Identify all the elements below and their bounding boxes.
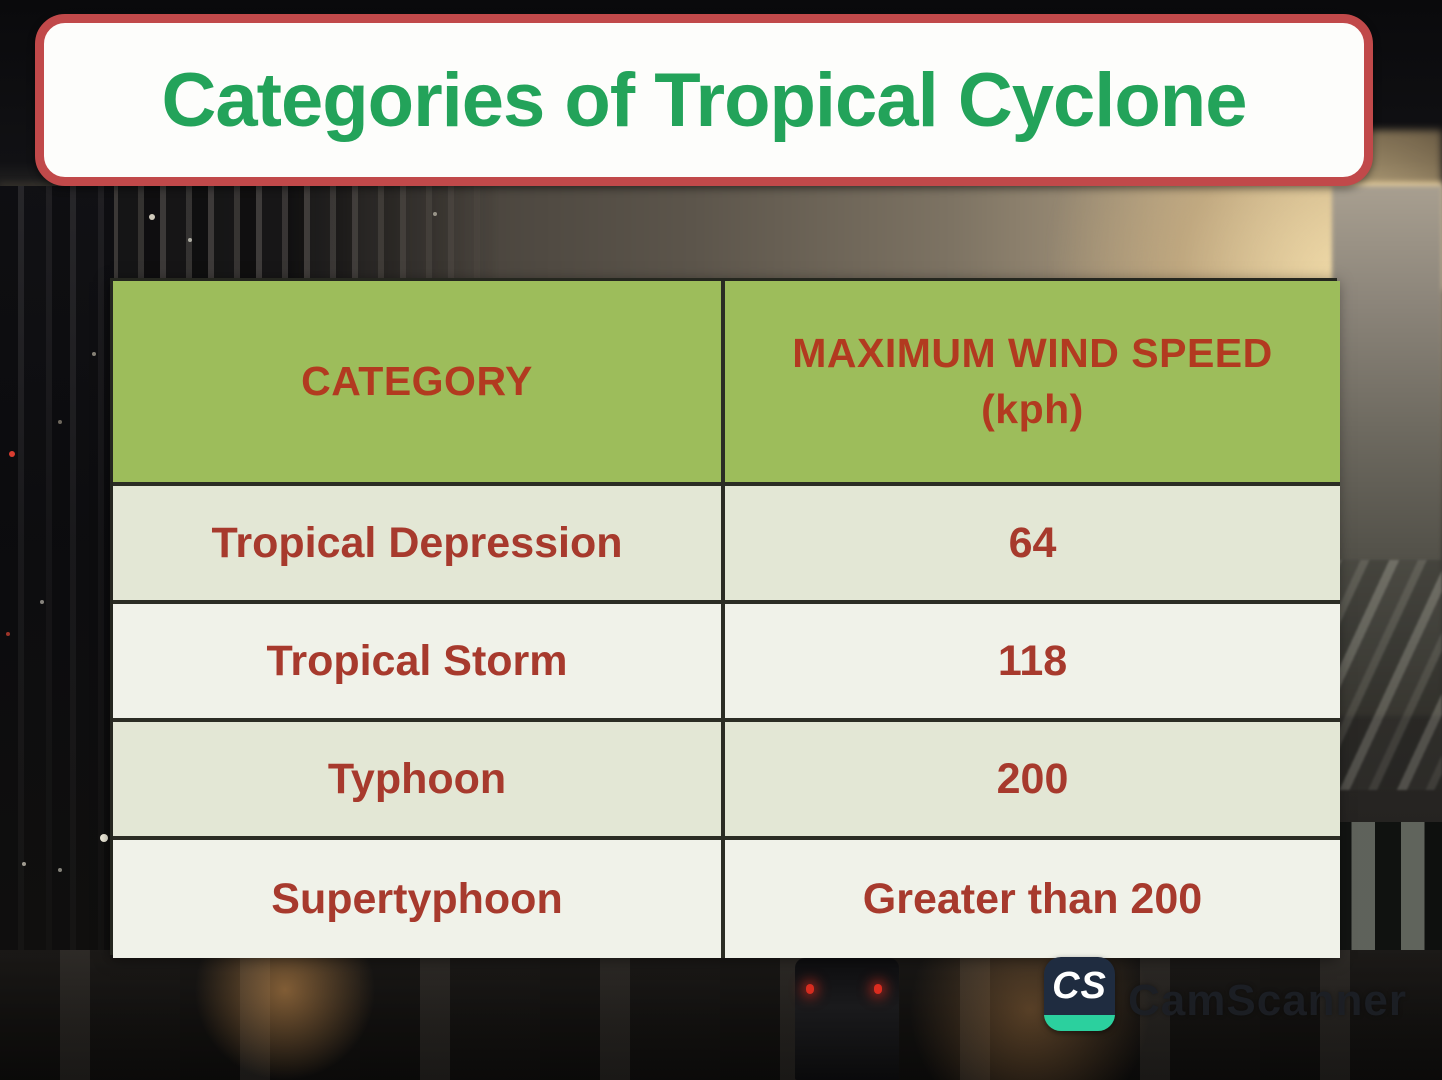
column-header-wind-speed-line2: (kph) <box>981 385 1084 432</box>
column-header-category-label: CATEGORY <box>301 357 533 404</box>
background-window-lights <box>0 0 4 4</box>
table-row-category: Supertyphoon <box>113 840 725 958</box>
table-row-category: Typhoon <box>113 722 725 840</box>
speed-cell: 118 <box>997 636 1068 685</box>
background-buildings-left <box>0 186 114 964</box>
camscanner-logo-icon: CS <box>1044 957 1115 1031</box>
category-cell: Tropical Storm <box>266 636 568 685</box>
page-title: Categories of Tropical Cyclone <box>161 57 1248 143</box>
background-taillights <box>806 984 814 994</box>
background-fog-right <box>1332 186 1442 716</box>
camscanner-logo-letters: CS <box>1052 964 1107 1007</box>
camscanner-logo-strip <box>1044 1015 1115 1031</box>
speed-cell: 64 <box>1008 518 1057 567</box>
column-header-wind-speed-line1: MAXIMUM WIND SPEED <box>792 330 1273 377</box>
speed-cell: Greater than 200 <box>862 874 1203 923</box>
table-row-category: Tropical Storm <box>113 604 725 722</box>
camscanner-watermark-text: CamScanner <box>1128 976 1408 1025</box>
category-cell: Typhoon <box>327 754 507 803</box>
table-row-speed: 118 <box>725 604 1340 722</box>
background-bridge <box>1334 822 1442 964</box>
table-row-speed: 64 <box>725 486 1340 604</box>
speed-cell: 200 <box>996 754 1069 803</box>
column-header-wind-speed: MAXIMUM WIND SPEED (kph) <box>725 281 1340 486</box>
camscanner-logo-top: CS <box>1044 957 1115 1015</box>
background-vehicle <box>795 958 899 1080</box>
cyclone-categories-table: CATEGORY MAXIMUM WIND SPEED (kph) Tropic… <box>110 278 1340 958</box>
table-row-category: Tropical Depression <box>113 486 725 604</box>
category-cell: Tropical Depression <box>211 518 623 567</box>
category-cell: Supertyphoon <box>271 874 563 923</box>
title-banner: Categories of Tropical Cyclone <box>35 14 1373 186</box>
column-header-category: CATEGORY <box>113 281 725 486</box>
background-waves <box>1332 560 1442 790</box>
background-street <box>0 950 1442 1080</box>
table-row-speed: Greater than 200 <box>725 840 1340 958</box>
table-row-speed: 200 <box>725 722 1340 840</box>
